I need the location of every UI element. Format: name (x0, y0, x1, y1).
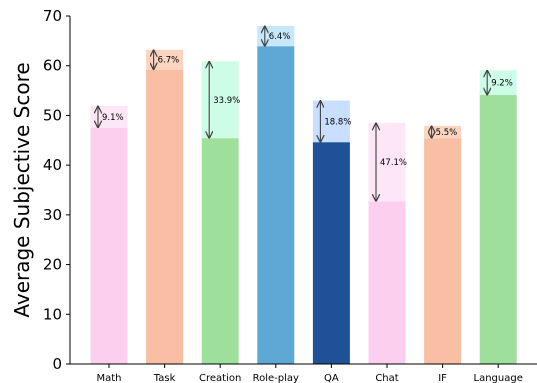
bar-base-chat (368, 201, 406, 364)
y-axis-label: Average Subjective Score (10, 62, 34, 317)
bar-group-role-play: 6.4% (257, 26, 295, 364)
bar-base-role-play (257, 46, 295, 364)
x-tick-label-qa: QA (324, 373, 339, 383)
y-tick-label: 30 (43, 206, 62, 224)
bar-group-language: 9.2% (479, 70, 517, 364)
x-tick-label-role-play: Role-play (253, 373, 299, 383)
y-tick-label: 0 (52, 355, 62, 373)
bar-base-qa (312, 142, 350, 364)
x-tick-label-chat: Chat (375, 373, 398, 383)
x-tick-label-task: Task (153, 373, 176, 383)
bars-layer: 9.1% 6.7% 33.9% 6.4% 18.8% 47.1% 5.5% 9.2% (90, 26, 517, 364)
y-tick-label: 10 (43, 305, 62, 323)
improvement-label-chat: 47.1% (380, 158, 407, 168)
bar-base-language (479, 95, 517, 364)
x-tick-label-if: IF (438, 373, 447, 383)
x-tick-label-language: Language (474, 373, 523, 383)
bar-group-creation: 33.9% (201, 61, 240, 364)
improvement-label-creation: 33.9% (213, 96, 240, 106)
y-tick-label: 60 (43, 57, 62, 75)
improvement-label-role-play: 6.4% (269, 32, 291, 42)
bar-group-task: 6.7% (146, 50, 184, 364)
y-tick-label: 40 (43, 156, 62, 174)
bar-group-math: 9.1% (90, 106, 128, 364)
bar-group-qa: 18.8% (312, 101, 351, 364)
y-tick-label: 50 (43, 106, 62, 124)
bar-group-if: 5.5% (424, 126, 462, 364)
bar-group-chat: 47.1% (368, 123, 407, 364)
improvement-label-language: 9.2% (491, 79, 513, 89)
y-tick-label: 70 (43, 7, 62, 25)
x-tick-label-math: Math (96, 373, 121, 383)
axes-layer: Math Task Creation Role-play QA Chat IF Languag… (43, 7, 537, 383)
improvement-label-if: 5.5% (436, 128, 458, 138)
improvement-label-qa: 18.8% (324, 117, 351, 127)
bar-base-if (424, 138, 462, 364)
bar-base-task (146, 69, 184, 364)
bar-base-math (90, 127, 128, 364)
improvement-label-task: 6.7% (158, 56, 180, 66)
bar-base-creation (201, 138, 239, 364)
x-tick-label-creation: Creation (199, 373, 241, 383)
y-tick-label: 20 (43, 256, 62, 274)
improvement-label-math: 9.1% (102, 113, 124, 123)
